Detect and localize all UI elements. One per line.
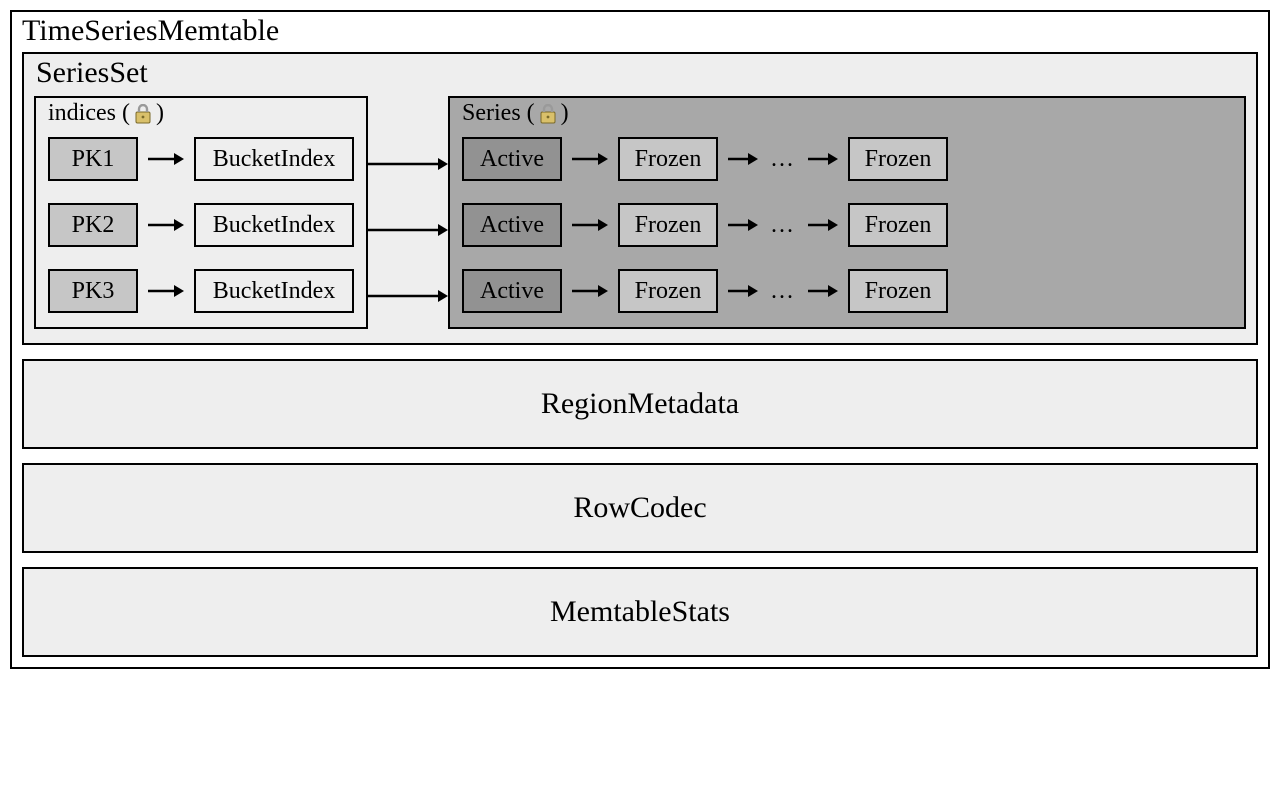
indices-panel-title: indices ( ) <box>48 98 354 135</box>
arrow-icon <box>148 217 184 233</box>
arrow-icon <box>148 151 184 167</box>
indices-row: PK3 BucketIndex <box>48 267 354 315</box>
arrow-icon <box>148 283 184 299</box>
indices-rows: PK1 BucketIndex PK2 BucketIndex PK3 Buck… <box>48 135 354 315</box>
series-rows: Active Frozen ... Frozen Active Frozen .… <box>462 135 1232 315</box>
arrow-icon <box>808 283 838 299</box>
arrow-icon <box>728 217 758 233</box>
frozen-node: Frozen <box>618 269 718 313</box>
series-panel-title: Series ( ) <box>462 98 1232 135</box>
indices-row: PK1 BucketIndex <box>48 135 354 183</box>
arrow-icon <box>572 151 608 167</box>
series-row: Active Frozen ... Frozen <box>462 267 1232 315</box>
frozen-node: Frozen <box>618 137 718 181</box>
indices-title-close: ) <box>156 100 164 127</box>
active-node: Active <box>462 269 562 313</box>
series-row: Active Frozen ... Frozen <box>462 135 1232 183</box>
series-title-open: Series ( <box>462 100 535 127</box>
bucketindex-node: BucketIndex <box>194 269 354 313</box>
bridge-column <box>368 96 448 329</box>
seriesset-title: SeriesSet <box>34 54 1246 96</box>
memtable-stats-box: MemtableStats <box>22 567 1258 657</box>
outer-title: TimeSeriesMemtable <box>22 12 1258 52</box>
region-metadata-box: RegionMetadata <box>22 359 1258 449</box>
arrow-icon <box>572 217 608 233</box>
frozen-node: Frozen <box>848 269 948 313</box>
arrow-icon <box>368 222 448 238</box>
pk-node: PK2 <box>48 203 138 247</box>
lock-icon <box>539 104 557 124</box>
indices-panel: indices ( ) PK1 BucketIndex <box>34 96 368 329</box>
indices-row: PK2 BucketIndex <box>48 201 354 249</box>
active-node: Active <box>462 203 562 247</box>
indices-title-open: indices ( <box>48 100 130 127</box>
arrow-icon <box>572 283 608 299</box>
arrow-icon <box>368 288 448 304</box>
arrow-icon <box>728 151 758 167</box>
frozen-node: Frozen <box>848 137 948 181</box>
ellipsis: ... <box>768 278 798 305</box>
active-node: Active <box>462 137 562 181</box>
bucketindex-node: BucketIndex <box>194 137 354 181</box>
arrow-icon <box>368 156 448 172</box>
series-panel: Series ( ) Active Frozen <box>448 96 1246 329</box>
seriesset-container: SeriesSet indices ( ) <box>22 52 1258 345</box>
arrow-icon <box>808 217 838 233</box>
arrow-icon <box>728 283 758 299</box>
pk-node: PK3 <box>48 269 138 313</box>
series-row: Active Frozen ... Frozen <box>462 201 1232 249</box>
series-title-close: ) <box>561 100 569 127</box>
lock-icon <box>134 104 152 124</box>
ellipsis: ... <box>768 146 798 173</box>
bucketindex-node: BucketIndex <box>194 203 354 247</box>
frozen-node: Frozen <box>618 203 718 247</box>
ellipsis: ... <box>768 212 798 239</box>
pk-node: PK1 <box>48 137 138 181</box>
timeseries-memtable-container: TimeSeriesMemtable SeriesSet indices ( ) <box>10 10 1270 669</box>
row-codec-box: RowCodec <box>22 463 1258 553</box>
frozen-node: Frozen <box>848 203 948 247</box>
arrow-icon <box>808 151 838 167</box>
panels-row: indices ( ) PK1 BucketIndex <box>34 96 1246 329</box>
